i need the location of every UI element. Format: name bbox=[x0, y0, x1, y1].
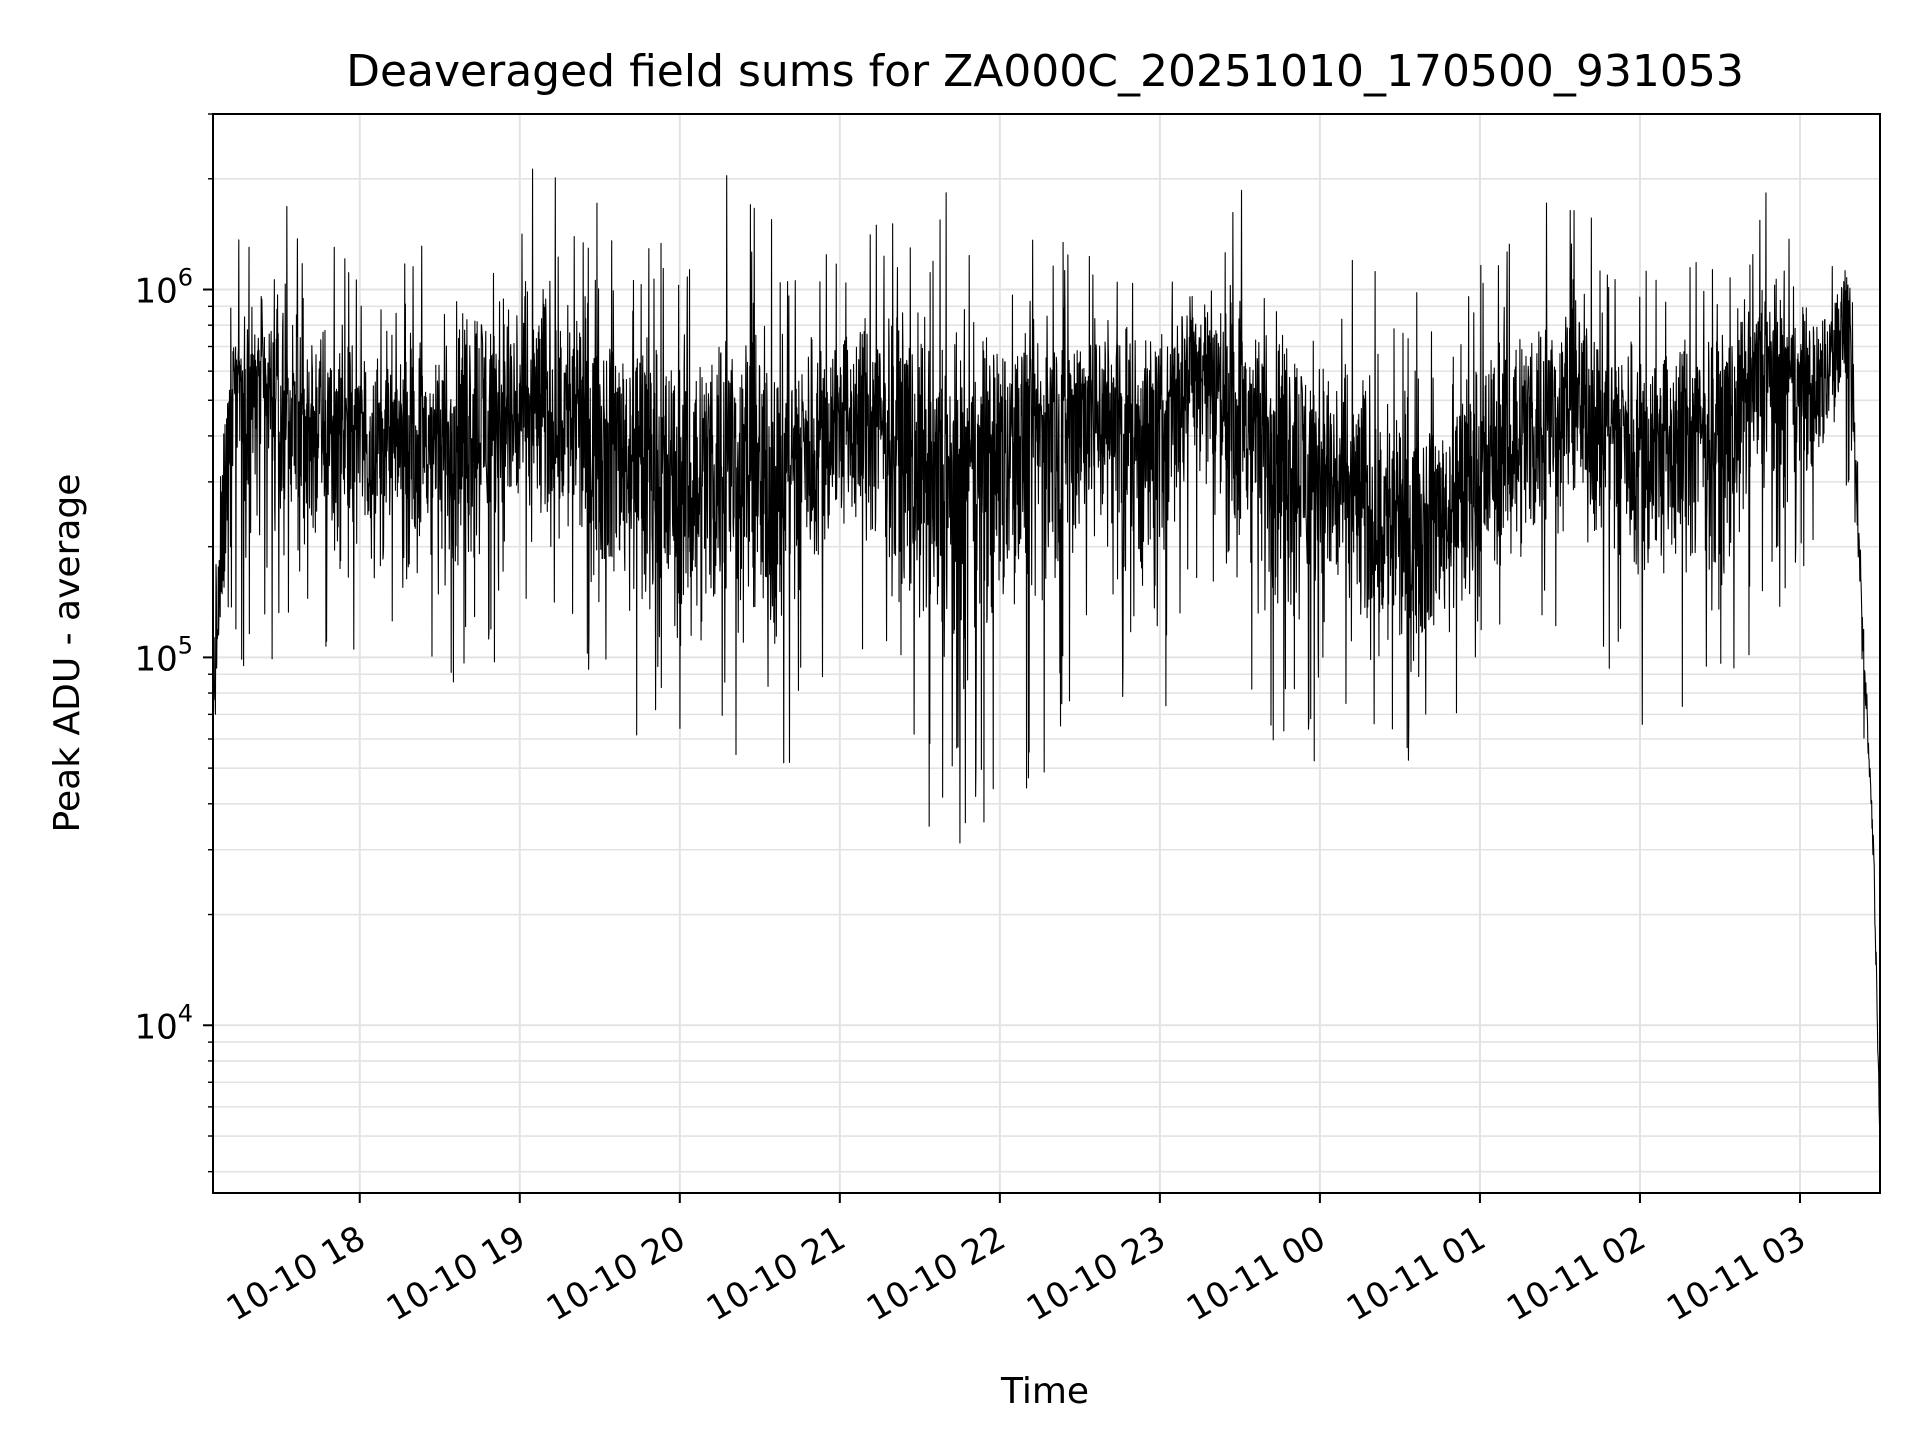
y-axis: 104 105 106 bbox=[134, 113, 213, 1173]
axes-frame bbox=[212, 113, 1881, 1194]
y-axis-label: Peak ADU - average bbox=[47, 474, 88, 833]
y-tick-label: 106 bbox=[134, 264, 193, 312]
plot-area bbox=[213, 168, 1881, 1147]
x-axis-label: Time bbox=[1000, 1371, 1089, 1412]
y-tick-label: 104 bbox=[134, 999, 193, 1047]
series-line-field-sums bbox=[213, 168, 1881, 1147]
chart-title: Deaveraged field sums for ZA000C_2025101… bbox=[346, 46, 1744, 97]
y-tick-label: 105 bbox=[134, 631, 193, 679]
